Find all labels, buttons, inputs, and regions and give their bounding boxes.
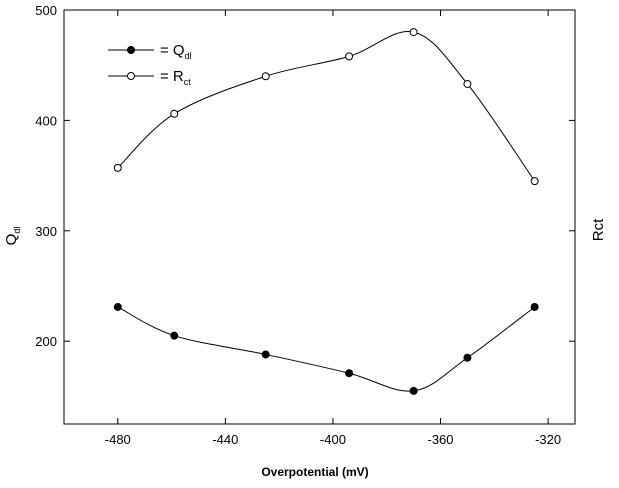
point-qdl [261, 350, 270, 359]
legend-marker-rct [127, 72, 135, 80]
point-rct [530, 177, 539, 186]
point-qdl [409, 386, 418, 395]
point-qdl [530, 302, 539, 311]
y-tick-label: 500 [35, 3, 57, 18]
point-rct [113, 163, 122, 172]
y-axis-label-right: Rct [590, 218, 607, 241]
x-tick-label: -400 [320, 432, 346, 447]
point-rct [463, 79, 472, 88]
point-rct [170, 109, 179, 118]
point-rct [409, 28, 418, 37]
point-rct [345, 52, 354, 61]
axis-ticks [64, 9, 575, 424]
x-tick-label: -360 [428, 432, 454, 447]
smoothed-curves [117, 30, 536, 392]
legend: = Qdl = Rct [108, 42, 192, 87]
curve-qdl [117, 306, 535, 392]
y-axis-label-left: Qdl [3, 227, 22, 246]
point-qdl [170, 331, 179, 340]
x-tick-label: -480 [105, 432, 131, 447]
data-points [113, 28, 539, 395]
plot-frame [63, 9, 576, 425]
x-tick-label: -320 [535, 432, 561, 447]
x-axis-label: Overpotential (mV) [261, 465, 368, 479]
point-rct [261, 72, 270, 81]
point-qdl [463, 353, 472, 362]
y-tick-label: 200 [35, 334, 57, 349]
legend-label-qdl: = Qdl [160, 42, 192, 61]
legend-marker-qdl [127, 46, 135, 54]
x-tick-label: -440 [212, 432, 238, 447]
y-tick-label: 400 [35, 113, 57, 128]
y-tick-label: 300 [35, 224, 57, 239]
y-tick-labels: 200 300 400 500 [35, 3, 57, 349]
legend-label-rct: = Rct [160, 68, 191, 87]
x-tick-labels: -480 -440 -400 -360 -320 [105, 432, 561, 447]
point-qdl [345, 369, 354, 378]
point-qdl [113, 302, 122, 311]
